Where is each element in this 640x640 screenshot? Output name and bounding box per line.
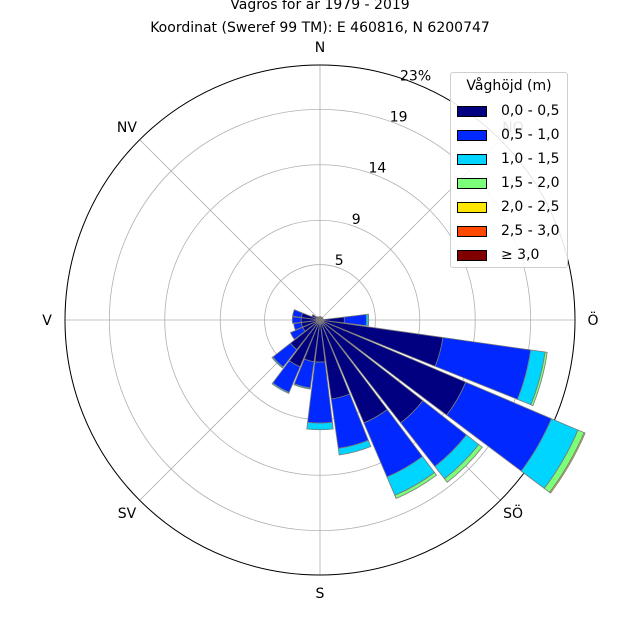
legend-swatch bbox=[457, 154, 487, 165]
wave-bar-segment bbox=[289, 326, 306, 340]
legend-label: 0,0 - 0,5 bbox=[501, 103, 560, 119]
wave-bar-segment bbox=[271, 356, 284, 369]
wave-bar-segment bbox=[272, 360, 301, 393]
wave-bar-segment bbox=[271, 382, 290, 394]
grid-ring bbox=[164, 164, 476, 476]
wave-bar-segment bbox=[306, 421, 334, 431]
legend-label: ≥ 3,0 bbox=[501, 247, 540, 263]
wave-bar-segment bbox=[394, 471, 438, 499]
legend-label: 1,0 - 1,5 bbox=[501, 151, 560, 167]
legend-swatch bbox=[457, 226, 487, 237]
chart-subtitle: Koordinat (Sweref 99 TM): E 460816, N 62… bbox=[150, 20, 490, 36]
grid-spoke bbox=[139, 139, 321, 321]
legend-label: 2,5 - 3,0 bbox=[501, 223, 560, 239]
legend: Våghöjd (m) 0,0 - 0,5 0,5 - 1,0 1,0 - 1,… bbox=[450, 72, 568, 268]
direction-label: S bbox=[316, 586, 325, 602]
direction-label: N bbox=[315, 40, 325, 56]
grid-ring bbox=[108, 108, 532, 532]
legend-label: 1,5 - 2,0 bbox=[501, 175, 560, 191]
wave-bar-segment bbox=[443, 443, 483, 483]
legend-swatch bbox=[457, 178, 487, 189]
direction-label: SV bbox=[118, 506, 137, 522]
radial-tick-label: 5 bbox=[335, 253, 344, 269]
radial-tick-label: 9 bbox=[352, 212, 361, 228]
direction-label: Ö bbox=[587, 311, 598, 329]
wave-bar-segment bbox=[549, 432, 586, 494]
wave-bar-segment bbox=[292, 309, 304, 318]
legend-label: 2,0 - 2,5 bbox=[501, 199, 560, 215]
legend-swatch bbox=[457, 106, 487, 117]
wave-bar-segment bbox=[293, 322, 304, 331]
legend-swatch bbox=[457, 250, 487, 261]
direction-label: SÖ bbox=[503, 504, 523, 522]
radial-tick-label: 23% bbox=[400, 68, 431, 84]
legend-title: Våghöjd (m) bbox=[466, 78, 552, 94]
radial-tick-label: 14 bbox=[368, 161, 386, 177]
direction-label: V bbox=[42, 313, 52, 329]
direction-label: NV bbox=[117, 120, 137, 136]
chart-title: Vågros för år 1979 - 2019 bbox=[230, 0, 410, 13]
outer-frame bbox=[64, 64, 576, 576]
wave-bar-segment bbox=[365, 313, 370, 327]
radial-tick-label: 19 bbox=[390, 109, 408, 125]
wave-bar-segment bbox=[337, 439, 372, 456]
legend-swatch bbox=[457, 202, 487, 213]
wave-bar-segment bbox=[530, 351, 548, 407]
wave-bar-segment bbox=[291, 316, 302, 324]
legend-swatch bbox=[457, 130, 487, 141]
wave-bar-segment bbox=[293, 383, 311, 390]
legend-label: 0,5 - 1,0 bbox=[501, 127, 560, 143]
wave-bars bbox=[271, 309, 586, 499]
wave-bar-segment bbox=[318, 316, 321, 321]
